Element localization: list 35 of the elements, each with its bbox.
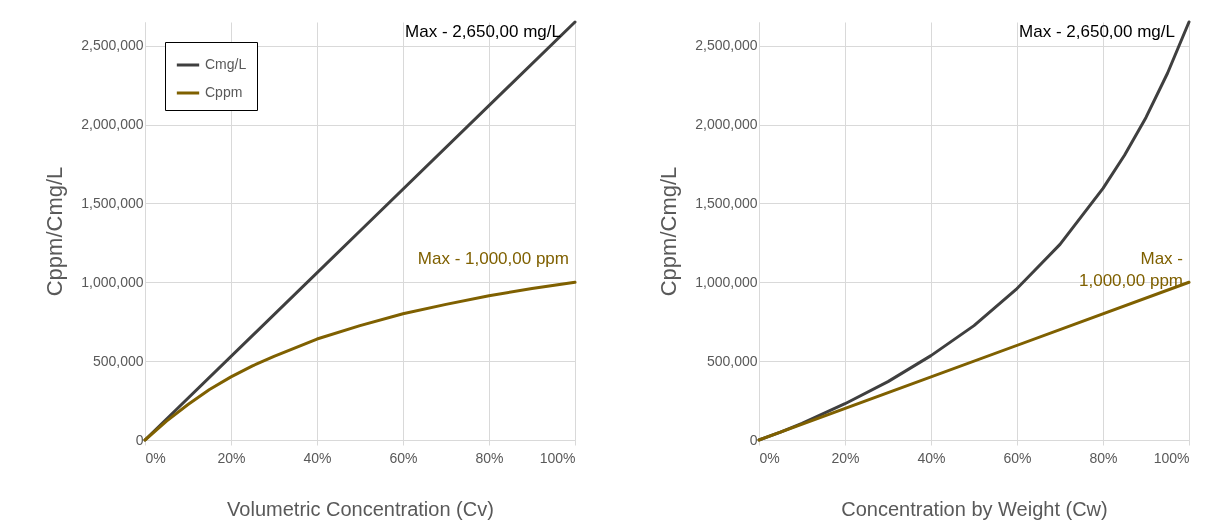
y-axis-title: Cppm/Cmg/L [42, 166, 68, 297]
x-axis-title: Concentration by Weight (Cw) [841, 497, 1108, 520]
line-series [143, 280, 577, 442]
y-tick-label: 500,000 [92, 352, 144, 369]
x-tick-label: 40% [303, 449, 332, 466]
x-tick-label: 100% [1153, 449, 1190, 466]
y-tick-label: 0 [749, 431, 758, 448]
x-axis-title: Volumetric Concentration (Cv) [227, 497, 494, 520]
x-tick-label: 60% [389, 449, 418, 466]
x-tick-label: 0% [759, 449, 780, 466]
x-tick-label: 60% [1003, 449, 1032, 466]
x-tick-label: 0% [145, 449, 166, 466]
y-tick-label: 2,000,000 [81, 116, 144, 133]
y-tick-label: 2,000,000 [695, 116, 758, 133]
annotation: Max - 1,000,00 ppm [1079, 249, 1183, 291]
y-tick-label: 1,500,000 [695, 194, 758, 211]
legend-label: Cppm [205, 84, 243, 100]
x-tick-label: 100% [539, 449, 576, 466]
x-tick-label: 20% [217, 449, 246, 466]
y-tick-label: 1,000,000 [81, 273, 144, 290]
x-tick-label: 20% [831, 449, 860, 466]
y-tick-label: 1,500,000 [81, 194, 144, 211]
y-tick-label: 2,500,000 [81, 37, 144, 54]
y-tick-label: 2,500,000 [695, 37, 758, 54]
y-tick-label: 500,000 [706, 352, 758, 369]
annotation: Max - 1,000,00 ppm [417, 249, 569, 269]
legend-label: Cmg/L [205, 56, 247, 72]
x-tick-label: 80% [1089, 449, 1118, 466]
y-tick-label: 1,000,000 [695, 273, 758, 290]
y-axis-title: Cppm/Cmg/L [656, 166, 682, 297]
y-tick-label: 0 [135, 431, 144, 448]
annotation: Max - 2,650,00 mg/L [1019, 22, 1175, 41]
x-tick-label: 40% [917, 449, 946, 466]
annotation: Max - 2,650,00 mg/L [405, 22, 561, 41]
x-tick-label: 80% [475, 449, 504, 466]
